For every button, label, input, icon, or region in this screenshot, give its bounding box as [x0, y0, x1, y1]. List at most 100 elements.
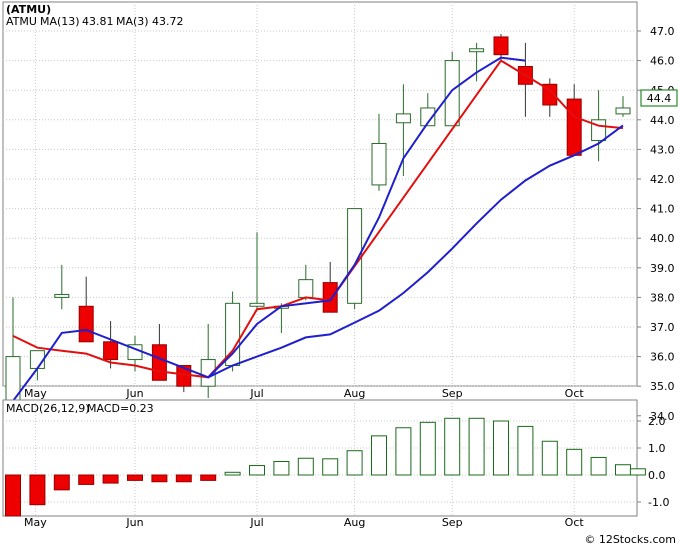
candle-body	[322, 282, 338, 313]
price-y-tick-label: 44.0	[650, 114, 675, 127]
price-y-tick-label: 35.0	[650, 380, 675, 393]
macd-x-tick-label: Sep	[442, 516, 463, 529]
price-x-tick-label: Aug	[344, 387, 365, 400]
watermark-label: © 12Stocks.com	[584, 533, 676, 546]
macd-bar-positive	[395, 427, 412, 476]
macd-x-tick-label: Jul	[249, 516, 263, 529]
macd-bar-positive	[371, 435, 387, 476]
price-x-tick-label: Jul	[249, 387, 263, 400]
candles	[5, 33, 631, 431]
price-x-tick-label: May	[24, 387, 47, 400]
price-y-tick-label: 39.0	[650, 262, 675, 275]
candle-body	[444, 60, 460, 127]
macd-x-ticks: May Jun Jul Aug Sep Oct	[24, 516, 584, 529]
macd-x-tick-label: Jun	[125, 516, 143, 529]
macd-title: MACD(26,12,9)	[6, 402, 90, 415]
price-y-tick-label: 43.0	[650, 143, 675, 156]
ma3-line	[12, 59, 624, 379]
macd-bar-positive	[224, 471, 241, 476]
macd-bar-positive	[615, 464, 631, 476]
macd-y-tick-label: 1.0	[648, 442, 666, 455]
macd-x-tick-label: Aug	[344, 516, 365, 529]
candle-down	[542, 78, 558, 117]
macd-y-ticks: 2.0 1.0 0.0 -1.0	[637, 415, 669, 509]
ma3-legend-value: 43.72	[152, 15, 184, 28]
price-panel	[2, 1, 638, 387]
price-grid	[3, 2, 637, 417]
price-y-tick-label: 41.0	[650, 203, 675, 216]
last-price-badge	[640, 89, 678, 107]
candle-body	[298, 279, 314, 298]
price-x-tick-label: Oct	[565, 387, 585, 400]
candle-body	[566, 98, 582, 156]
ma13-line	[207, 124, 624, 379]
candle-body	[615, 107, 631, 115]
price-x-ticks: May Jun Jul Aug Sep Oct	[24, 387, 584, 400]
candle-up	[347, 208, 363, 310]
macd-bar-positive	[249, 465, 265, 476]
candle-body	[54, 293, 70, 298]
macd-bar-positive	[629, 468, 646, 476]
price-x-tick-label: Jun	[125, 387, 143, 400]
macd-bar-positive	[468, 417, 485, 476]
price-y-ticks: 34.0 35.0 36.0 37.0 38.0 39.0 40.0 41.0 42.0 43.0…	[637, 25, 675, 423]
price-y-tick-label: 42.0	[650, 173, 675, 186]
macd-bar-negative	[151, 474, 168, 483]
macd-bar-positive	[273, 461, 290, 476]
candle-up	[469, 42, 485, 82]
macd-bars	[5, 417, 646, 517]
candle-down	[103, 321, 119, 369]
candle-body	[493, 36, 509, 56]
candle-body	[469, 48, 485, 53]
price-y-tick-label: 34.0	[650, 410, 675, 423]
macd-bar-positive	[517, 425, 534, 476]
candle-body	[249, 302, 265, 307]
macd-y-tick-label: 2.0	[648, 415, 666, 428]
price-y-tick-label: 37.0	[650, 321, 675, 334]
price-y-tick-label: 40.0	[650, 232, 675, 245]
macd-y-tick-label: 0.0	[648, 469, 666, 482]
candle-body	[151, 344, 167, 381]
macd-bar-positive	[566, 448, 583, 476]
ticker-label: ATMU	[6, 15, 37, 28]
macd-bar-negative	[200, 474, 217, 481]
candle-up	[444, 51, 460, 127]
ma3-legend-label: MA(3)	[116, 15, 149, 28]
macd-bar-positive	[419, 421, 436, 476]
macd-bar-positive	[297, 457, 314, 476]
macd-bar-negative	[5, 474, 21, 517]
candle-down	[493, 33, 509, 61]
ma13-legend-value: 43.81	[82, 15, 114, 28]
macd-bar-negative	[29, 474, 46, 506]
price-y-tick-label: 36.0	[650, 351, 675, 364]
macd-bar-negative	[78, 474, 95, 485]
macd-bar-positive	[493, 420, 509, 476]
macd-bar-negative	[175, 474, 192, 483]
macd-bar-negative	[102, 474, 119, 484]
price-x-tick-label: Sep	[442, 387, 463, 400]
macd-bar-positive	[322, 458, 339, 476]
macd-bar-positive	[346, 450, 363, 476]
last-price-label: 44.4	[647, 92, 672, 105]
price-y-tick-label: 46.0	[650, 55, 675, 68]
candle-body	[420, 107, 436, 127]
candle-up	[420, 93, 436, 127]
macd-value: MACD=0.23	[87, 402, 154, 415]
candle-up	[249, 232, 265, 310]
candle-down	[78, 276, 94, 343]
candle-body	[103, 341, 119, 361]
price-y-tick-label: 47.0	[650, 25, 675, 38]
moving-averages	[12, 56, 624, 402]
macd-x-tick-label: Oct	[565, 516, 585, 529]
candle-up	[371, 113, 387, 191]
candle-body	[542, 83, 558, 106]
macd-bar-positive	[541, 440, 558, 476]
macd-bar-positive	[590, 456, 607, 476]
ma13-line	[12, 56, 526, 402]
chart-title: (ATMU)	[6, 3, 51, 16]
macd-bar-negative	[53, 474, 70, 491]
candle-body	[371, 142, 387, 186]
candle-body	[78, 305, 94, 343]
macd-x-tick-label: May	[24, 516, 47, 529]
